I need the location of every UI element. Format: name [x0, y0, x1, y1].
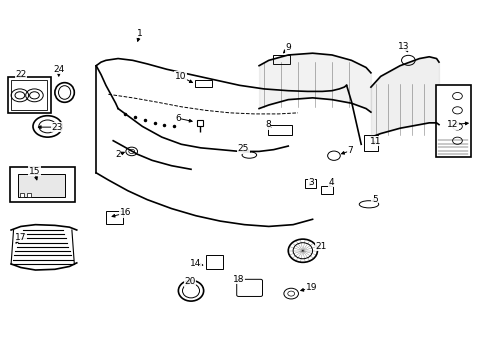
Text: 9: 9 — [285, 43, 290, 52]
Bar — [363, 135, 377, 151]
Text: 12: 12 — [446, 120, 457, 129]
Text: 21: 21 — [315, 242, 326, 251]
FancyBboxPatch shape — [10, 167, 75, 202]
Text: 13: 13 — [397, 41, 409, 50]
Text: 10: 10 — [174, 72, 186, 81]
Bar — [321, 186, 333, 194]
Text: 1: 1 — [137, 29, 142, 38]
Text: 7: 7 — [347, 146, 353, 155]
Text: 23: 23 — [52, 123, 63, 132]
Text: 18: 18 — [232, 275, 244, 284]
FancyBboxPatch shape — [106, 211, 123, 224]
Text: 17: 17 — [15, 233, 26, 242]
Bar — [205, 255, 222, 269]
Text: 19: 19 — [305, 283, 317, 292]
Text: 25: 25 — [237, 144, 249, 153]
Bar — [272, 55, 289, 64]
Text: 3: 3 — [308, 178, 314, 187]
Text: 4: 4 — [327, 178, 333, 187]
FancyBboxPatch shape — [236, 279, 262, 296]
Text: 22: 22 — [15, 70, 26, 79]
Text: 14: 14 — [190, 260, 201, 269]
Text: 5: 5 — [371, 195, 377, 204]
Text: 6: 6 — [175, 114, 181, 123]
FancyBboxPatch shape — [8, 77, 51, 113]
Text: 20: 20 — [184, 277, 195, 286]
Text: 15: 15 — [29, 167, 40, 176]
Bar — [305, 179, 315, 188]
Bar — [19, 174, 64, 197]
Bar — [195, 80, 211, 87]
Text: 11: 11 — [369, 137, 381, 146]
Text: 24: 24 — [53, 65, 64, 74]
Text: 8: 8 — [264, 120, 270, 129]
Bar — [20, 193, 24, 197]
Text: 16: 16 — [120, 208, 131, 217]
Bar — [27, 193, 30, 197]
Bar — [267, 125, 291, 135]
Text: 2: 2 — [115, 150, 121, 159]
FancyBboxPatch shape — [435, 85, 469, 157]
FancyBboxPatch shape — [11, 80, 47, 111]
